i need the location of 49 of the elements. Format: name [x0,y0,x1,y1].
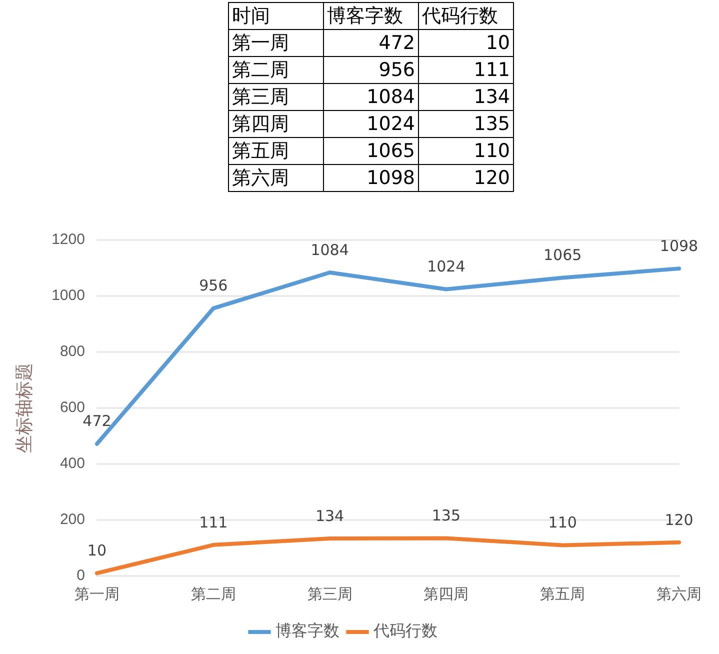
text: 110 [474,140,510,162]
data-label: 111 [199,513,228,532]
text: 135 [474,113,510,135]
text: 120 [474,167,510,189]
data-label: 1084 [310,240,349,259]
x-tick-label: 第二周 [190,586,236,604]
y-tick-label: 600 [60,399,85,416]
x-tick-label: 第三周 [307,586,352,604]
text: 1098 [366,167,415,189]
legend-label: 博客字数 [276,621,340,640]
data-label: 472 [82,412,112,430]
text: 134 [474,86,510,108]
text: 472 [378,32,415,54]
y-axis-title: 坐标轴标题 [14,363,34,453]
text: 1065 [366,140,415,162]
text: 111 [474,59,510,81]
legend-label: 代码行数 [372,621,438,640]
text: 10 [486,32,510,54]
category-label: 第四周 [232,113,289,135]
y-tick-label: 1000 [52,287,85,304]
text: 时间 [228,2,324,30]
category-label: 第一周 [232,32,289,54]
data-label: 1024 [427,258,466,276]
data-label: 956 [199,276,228,295]
text: 1084 [366,86,415,108]
data-label: 1098 [660,236,698,255]
text: 1024 [366,113,415,135]
data-label: 120 [664,510,694,529]
data-label: 110 [548,514,577,532]
y-tick-label: 800 [60,343,85,360]
text: 956 [378,59,415,81]
data-label: 134 [315,506,344,525]
data-label: 10 [87,542,107,560]
x-tick-label: 第六周 [656,586,702,604]
y-tick-label: 400 [60,455,85,472]
category-label: 第六周 [232,167,289,189]
x-tick-label: 第一周 [74,586,120,604]
data-label: 1065 [544,246,582,264]
category-label: 第三周 [232,86,289,108]
y-tick-label: 1200 [52,231,85,248]
data-label: 135 [432,506,461,525]
y-tick-label: 0 [76,567,85,584]
x-tick-label: 第五周 [540,586,586,604]
text: 代码行数 [422,5,498,27]
y-tick-label: 200 [60,511,85,528]
category-label: 第五周 [232,140,289,162]
category-label: 第二周 [232,59,289,81]
text: 博客字数 [327,5,403,27]
x-tick-label: 第四周 [424,586,469,604]
